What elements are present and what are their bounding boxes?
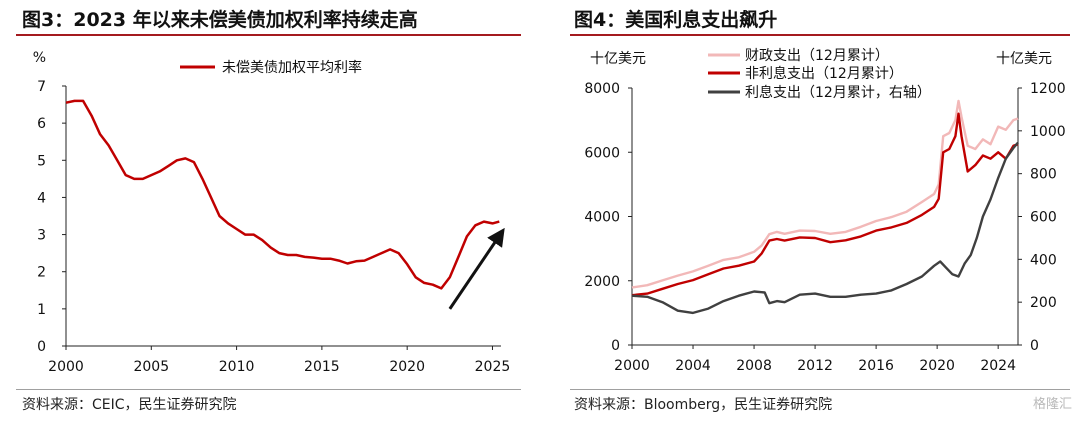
footer-divider: [16, 389, 521, 390]
y-tick-label: 0: [37, 339, 46, 355]
trend-arrow: [450, 231, 503, 309]
right-figure-panel: 图4：美国利息支出飙升 0 2000 4000 6000 8000 0 200 400 600 8…: [540, 0, 1080, 421]
left-y-tick-label: 6000: [584, 145, 620, 161]
y-unit-label: %: [33, 50, 46, 66]
left-figure-panel: 图3：2023 年以来未偿美债加权利率持续走高 0 1 2 3 4 5 6 7 2000 2005…: [0, 0, 540, 421]
y-tick-label: 2: [37, 265, 46, 281]
y-tick-label: 7: [37, 79, 46, 95]
left-y-tick-label: 0: [611, 338, 620, 354]
right-y-tick-label: 200: [1030, 295, 1057, 311]
left-y-tick-label: 2000: [584, 274, 620, 290]
y-tick-label: 4: [37, 190, 46, 206]
y-tick-label: 3: [37, 228, 46, 244]
legend-label: 未偿美债加权平均利率: [222, 59, 362, 76]
x-tick-label: 2016: [858, 358, 894, 374]
weighted-rate-chart: 0 1 2 3 4 5 6 7 2000 2005 2010 2015 2020 2025% 未偿美债加权平…: [0, 0, 540, 421]
left-y-tick-label: 8000: [584, 81, 620, 97]
x-tick-label: 2020: [919, 358, 955, 374]
series-line: [632, 114, 1018, 296]
legend-label: 非利息支出（12月累计）: [745, 65, 903, 82]
x-tick-label: 2010: [219, 359, 255, 375]
y-tick-label: 6: [37, 116, 46, 132]
legend-label: 财政支出（12月累计）: [745, 48, 889, 64]
x-tick-label: 2025: [475, 359, 511, 375]
series-line: [66, 101, 499, 289]
x-tick-label: 2000: [48, 359, 84, 375]
right-y-tick-label: 800: [1030, 167, 1057, 183]
right-y-tick-label: 400: [1030, 252, 1057, 268]
right-y-tick-label: 1000: [1030, 124, 1066, 140]
right-y-tick-label: 1200: [1030, 81, 1066, 97]
watermark-logo: 格隆汇: [1033, 393, 1072, 412]
right-y-tick-label: 600: [1030, 210, 1057, 226]
right-y-tick-label: 0: [1030, 338, 1039, 354]
legend-label: 利息支出（12月累计，右轴）: [745, 84, 931, 101]
figure-4-source: 资料来源：Bloomberg，民生证券研究院: [574, 394, 832, 414]
x-tick-label: 2000: [614, 358, 650, 374]
left-y-tick-label: 4000: [584, 210, 620, 226]
interest-outlays-chart: 0 2000 4000 6000 8000 0 200 400 600 800 1000 1200 20…: [540, 0, 1080, 421]
left-unit-label: 十亿美元: [590, 51, 646, 67]
x-tick-label: 2012: [797, 358, 833, 374]
footer-divider: [570, 389, 1070, 390]
x-tick-label: 2024: [980, 358, 1016, 374]
x-tick-label: 2020: [389, 359, 425, 375]
x-tick-label: 2008: [736, 358, 772, 374]
y-tick-label: 1: [37, 302, 46, 318]
x-tick-label: 2005: [133, 359, 169, 375]
x-tick-label: 2004: [675, 358, 711, 374]
right-unit-label: 十亿美元: [996, 51, 1052, 67]
y-tick-label: 5: [37, 153, 46, 169]
series-line: [632, 143, 1018, 313]
figure-3-source: 资料来源：CEIC，民生证券研究院: [22, 394, 237, 414]
x-tick-label: 2015: [304, 359, 340, 375]
